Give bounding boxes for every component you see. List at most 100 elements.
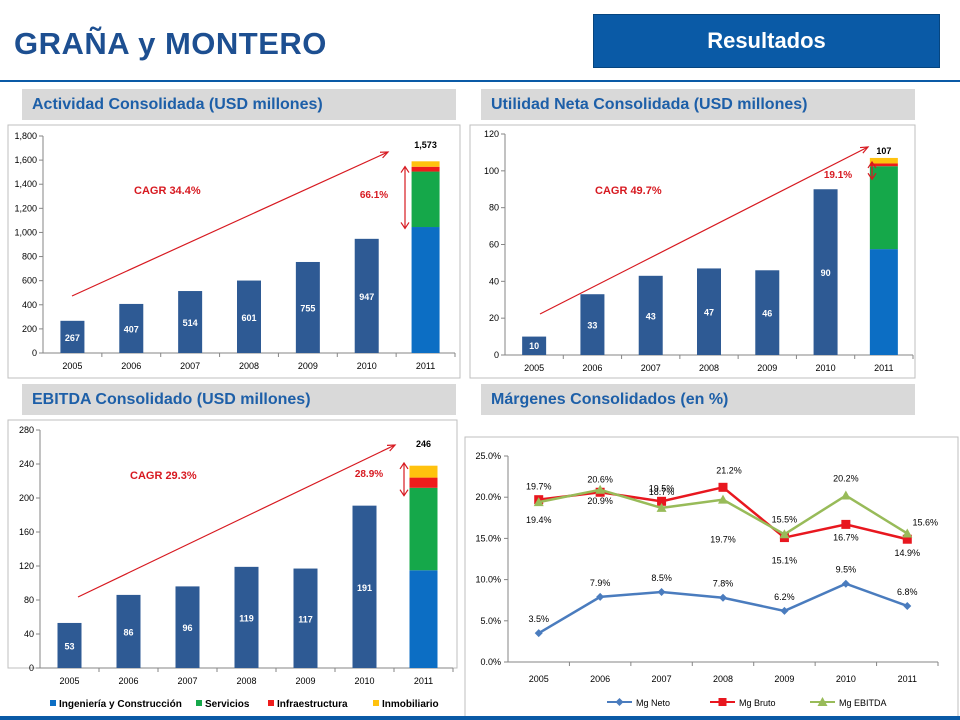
- ebitda-bar: [234, 566, 259, 668]
- utilidad-bar-value-label: 10: [529, 341, 539, 351]
- actividad-y-tick-label: 200: [22, 324, 37, 334]
- actividad-y-tick-label: 1,000: [14, 227, 37, 237]
- margenes-point: [779, 529, 790, 539]
- ebitda-x-tick-label: 2005: [59, 676, 79, 686]
- margenes-x-tick-label: 2009: [774, 674, 794, 684]
- legend-label: Inmobiliario: [382, 699, 439, 710]
- ebitda-trend-arrow: [77, 444, 396, 598]
- ebitda-y-tick-label: 200: [19, 493, 34, 503]
- actividad-y-tick-label: 1,800: [14, 131, 37, 141]
- utilidad-y-tick-label: 0: [494, 350, 499, 360]
- ebitda-trend-arrow-head: [386, 444, 397, 452]
- actividad-x-tick-label: 2009: [298, 361, 318, 371]
- margenes-data-label: 18.7%: [649, 487, 675, 497]
- margenes-y-tick-label: 15.0%: [475, 533, 501, 543]
- margenes-point: [840, 490, 851, 500]
- margenes-x-tick-label: 2010: [836, 674, 856, 684]
- margenes-data-label: 20.2%: [833, 474, 859, 484]
- margenes-data-label: 6.8%: [897, 587, 918, 597]
- margenes-data-label: 3.5%: [528, 614, 549, 624]
- margenes-legend-label: Mg Neto: [636, 698, 670, 708]
- utilidad-x-tick-label: 2010: [816, 363, 836, 373]
- ebitda-bar: [116, 594, 141, 668]
- ebitda-bar-2011-infraestructura: [409, 477, 438, 488]
- actividad-bar: [60, 320, 85, 353]
- margenes-point: [657, 496, 667, 506]
- utilidad-y-tick-label: 80: [489, 203, 499, 213]
- utilidad-x-tick-label: 2009: [757, 363, 777, 373]
- margenes-x-tick-label: 2011: [898, 674, 917, 684]
- actividad-x-tick-label: 2010: [357, 361, 377, 371]
- results-title-button[interactable]: Resultados: [593, 14, 940, 68]
- actividad-x-tick-label: 2005: [62, 361, 82, 371]
- ebitda-x-tick-label: 2007: [177, 676, 197, 686]
- ebitda-bar: [352, 505, 377, 668]
- margenes-point: [718, 482, 728, 492]
- actividad-bar-2011-infraestructura: [411, 166, 440, 172]
- margenes-data-label: 21.2%: [716, 465, 742, 475]
- ebitda-bar-value-label: 119: [239, 613, 254, 623]
- utilidad-chart-frame: [469, 124, 916, 379]
- actividad-bar: [237, 280, 261, 353]
- utilidad-bar-value-label: 107: [876, 146, 891, 156]
- utilidad-bar-2011-inmobiliario: [869, 157, 898, 164]
- utilidad-bar: [638, 275, 663, 355]
- margenes-data-label: 7.9%: [590, 578, 611, 588]
- margenes-x-tick-label: 2005: [529, 674, 549, 684]
- section-title-utilidad: Utilidad Neta Consolidada (USD millones): [481, 89, 915, 120]
- margenes-data-label: 7.8%: [713, 579, 734, 589]
- actividad-bar-value-label: 601: [241, 313, 256, 323]
- utilidad-bar-value-label: 43: [646, 311, 656, 321]
- margenes-data-label: 15.5%: [772, 514, 798, 524]
- utilidad-bar-2011-servicios: [869, 166, 898, 250]
- margenes-point: [841, 579, 850, 588]
- utilidad-bar: [813, 189, 838, 355]
- actividad-bar: [354, 238, 379, 353]
- utilidad-x-tick-label: 2008: [699, 363, 719, 373]
- margenes-point: [780, 606, 789, 615]
- section-title-actividad: Actividad Consolidada (USD millones): [22, 89, 456, 120]
- section-title-margenes: Márgenes Consolidados (en %): [481, 384, 915, 415]
- utilidad-x-tick-label: 2006: [582, 363, 602, 373]
- ebitda-bar-2011-ingenieria: [409, 570, 438, 668]
- utilidad-growth-arrow-head-bottom: [867, 172, 877, 181]
- margenes-data-label: 19.4%: [526, 515, 552, 525]
- margenes-point: [841, 519, 851, 529]
- utilidad-bar: [580, 294, 605, 355]
- ebitda-growth-arrow-head-top: [399, 461, 409, 470]
- margenes-point: [657, 587, 666, 596]
- ebitda-bar-value-label: 191: [357, 583, 372, 593]
- utilidad-bar-2011-ingenieria: [869, 249, 898, 355]
- margenes-y-tick-label: 10.0%: [475, 575, 501, 585]
- ebitda-bar-value-label: 96: [182, 623, 192, 633]
- margenes-point: [718, 494, 728, 504]
- actividad-bar-2011-servicios: [411, 171, 440, 228]
- actividad-bar: [119, 303, 144, 353]
- ebitda-x-tick-label: 2011: [414, 676, 433, 686]
- ebitda-y-tick-label: 240: [19, 459, 34, 469]
- margenes-data-label: 15.6%: [913, 517, 939, 527]
- margenes-line-0: [538, 582, 908, 635]
- legend-swatch: [268, 700, 274, 706]
- ebitda-y-tick-label: 160: [19, 527, 34, 537]
- utilidad-y-tick-label: 100: [484, 166, 499, 176]
- actividad-bar-value-label: 947: [359, 292, 374, 302]
- margenes-point: [534, 629, 543, 638]
- actividad-y-tick-label: 1,600: [14, 155, 37, 165]
- margenes-point: [596, 592, 605, 601]
- ebitda-bar-value-label: 246: [416, 439, 431, 449]
- actividad-bar-value-label: 514: [183, 318, 198, 328]
- margenes-data-label: 16.7%: [833, 532, 859, 542]
- ebitda-x-tick-label: 2010: [354, 676, 374, 686]
- actividad-y-tick-label: 0: [32, 348, 37, 358]
- actividad-bar-2011-ingenieria: [411, 227, 440, 353]
- utilidad-cagr-label: CAGR 49.7%: [595, 185, 662, 197]
- actividad-bar-value-label: 755: [300, 303, 315, 313]
- ebitda-growth-label: 28.9%: [355, 469, 383, 480]
- actividad-trend-arrow-head: [379, 151, 390, 159]
- margenes-legend-marker: [817, 697, 828, 706]
- actividad-y-tick-label: 1,200: [14, 203, 37, 213]
- actividad-growth-arrow-head-bottom: [400, 222, 410, 230]
- utilidad-y-tick-label: 20: [489, 313, 499, 323]
- ebitda-bar-2011-inmobiliario: [409, 465, 438, 478]
